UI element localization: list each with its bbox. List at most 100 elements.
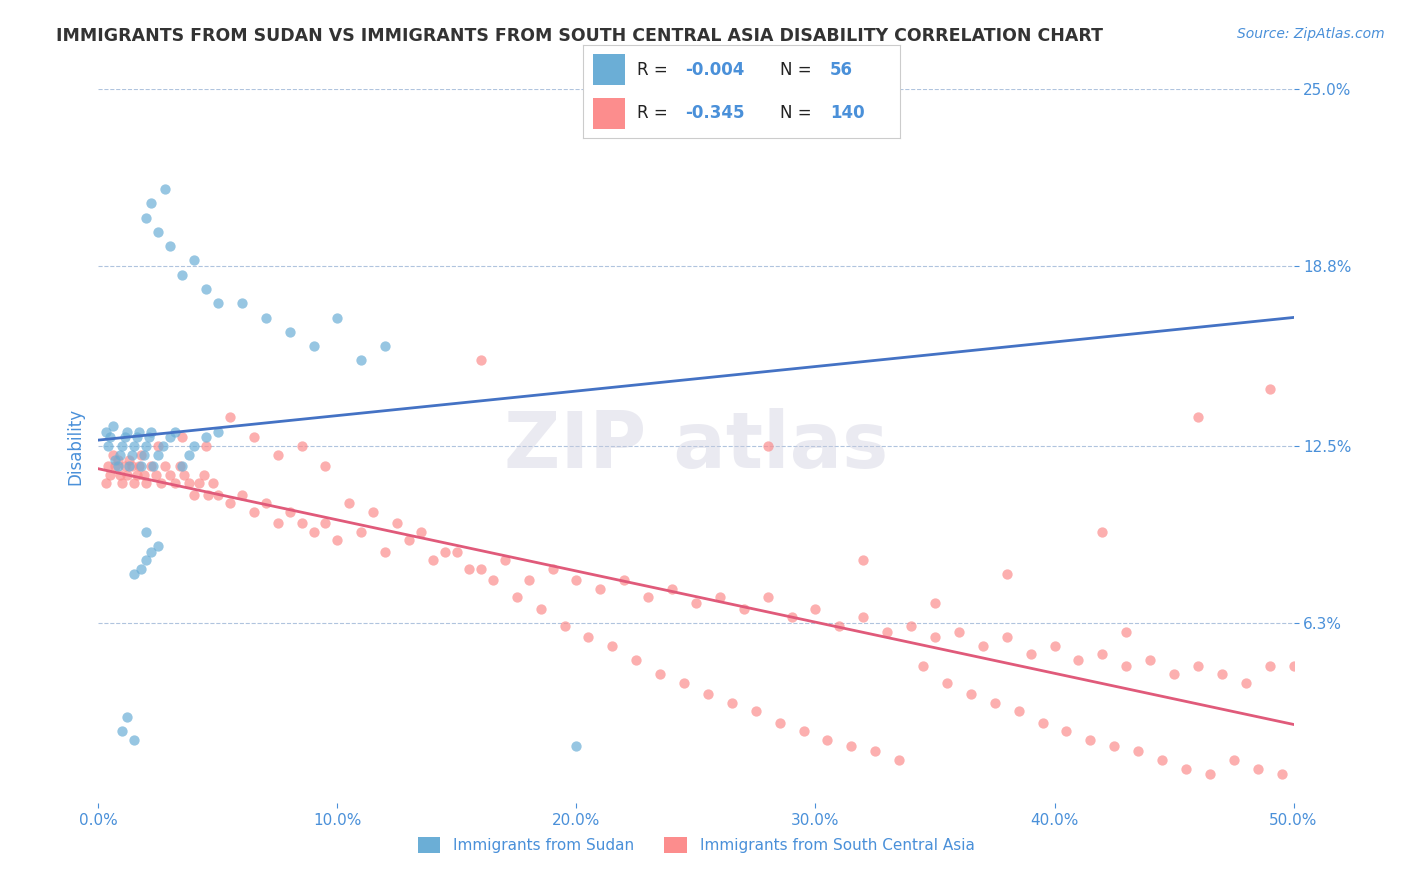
Point [541, 562, 564, 576]
Point [97, 439, 120, 453]
Point [108, 467, 131, 482]
Point [135, 211, 157, 225]
Point [149, 476, 172, 491]
Point [637, 591, 659, 605]
Point [889, 753, 911, 767]
Point [374, 544, 396, 558]
Point [124, 567, 146, 582]
Point [145, 467, 167, 482]
Point [183, 487, 205, 501]
Point [446, 544, 468, 558]
Point [1282, 658, 1305, 673]
Point [124, 476, 146, 491]
Point [135, 553, 157, 567]
Point [267, 448, 290, 462]
Point [207, 425, 229, 439]
Point [554, 619, 576, 633]
Point [852, 610, 875, 624]
Point [661, 582, 683, 596]
Point [1104, 739, 1126, 753]
Point [350, 524, 373, 539]
Point [139, 425, 162, 439]
Point [291, 516, 314, 530]
Point [183, 439, 205, 453]
Point [1199, 767, 1222, 781]
Point [124, 439, 146, 453]
Point [159, 239, 181, 253]
Point [114, 458, 136, 473]
Text: 140: 140 [830, 104, 865, 122]
Point [1152, 753, 1174, 767]
Point [745, 705, 768, 719]
Text: Source: ZipAtlas.com: Source: ZipAtlas.com [1237, 27, 1385, 41]
Point [152, 439, 174, 453]
Point [172, 268, 194, 282]
Point [243, 505, 266, 519]
Point [685, 596, 707, 610]
Point [131, 448, 153, 462]
Point [339, 496, 361, 510]
Point [118, 458, 141, 473]
Point [422, 553, 444, 567]
Point [193, 467, 215, 482]
Point [173, 467, 195, 482]
Point [363, 505, 385, 519]
Point [155, 182, 177, 196]
Text: N =: N = [779, 61, 817, 78]
Point [94, 476, 117, 491]
Text: R =: R = [637, 104, 673, 122]
Point [131, 458, 153, 473]
Point [972, 639, 994, 653]
Point [936, 676, 959, 690]
Point [132, 467, 155, 482]
Point [195, 282, 218, 296]
Point [207, 487, 229, 501]
Point [219, 410, 242, 425]
Point [1091, 524, 1114, 539]
Point [602, 639, 624, 653]
Text: -0.345: -0.345 [685, 104, 744, 122]
Point [828, 619, 851, 633]
Point [104, 458, 127, 473]
Point [984, 696, 1007, 710]
Point [709, 591, 731, 605]
Point [254, 496, 277, 510]
Point [207, 296, 229, 310]
Point [911, 658, 934, 673]
Point [132, 448, 155, 462]
Point [1056, 724, 1078, 739]
Text: IMMIGRANTS FROM SUDAN VS IMMIGRANTS FROM SOUTH CENTRAL ASIA DISABILITY CORRELATI: IMMIGRANTS FROM SUDAN VS IMMIGRANTS FROM… [56, 27, 1104, 45]
Point [202, 476, 225, 491]
Point [231, 296, 253, 310]
Point [121, 448, 143, 462]
Point [995, 630, 1018, 644]
Point [1223, 753, 1246, 767]
Y-axis label: Disability: Disability [66, 408, 84, 484]
Point [148, 448, 170, 462]
Point [148, 225, 170, 239]
Point [172, 458, 194, 473]
Point [163, 425, 186, 439]
Point [231, 487, 253, 501]
Point [302, 339, 325, 353]
Point [565, 573, 588, 587]
Point [148, 539, 170, 553]
Point [1211, 667, 1233, 681]
Point [139, 544, 162, 558]
Point [118, 453, 141, 467]
Point [111, 724, 134, 739]
Point [948, 624, 970, 639]
Bar [593, 98, 624, 129]
Point [107, 458, 129, 473]
Point [315, 516, 337, 530]
Point [494, 553, 516, 567]
Point [278, 325, 301, 339]
Point [1234, 676, 1257, 690]
Point [254, 310, 277, 325]
Point [111, 476, 134, 491]
Point [1175, 762, 1198, 776]
Point [470, 562, 492, 576]
Text: N =: N = [779, 104, 817, 122]
Point [1043, 639, 1066, 653]
Point [673, 676, 696, 690]
